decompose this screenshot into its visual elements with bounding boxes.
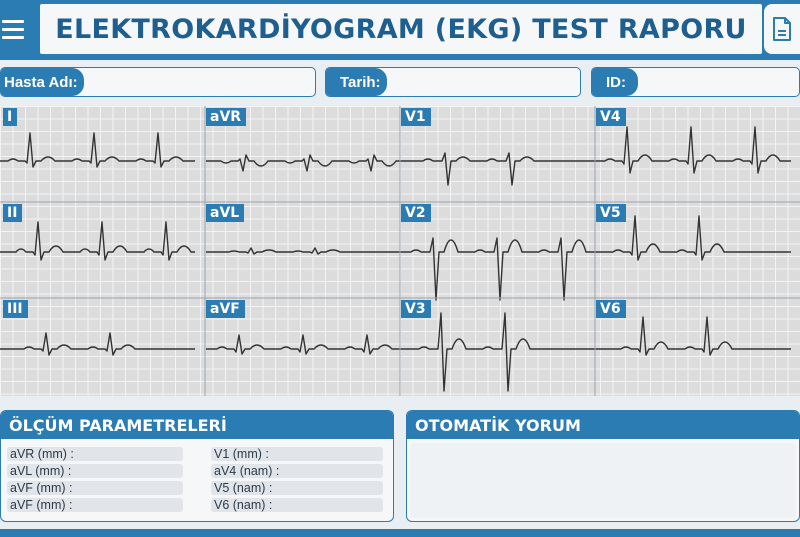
page-title: ELEKTROKARDİYOGRAM (EKG) TEST RAPORU — [55, 13, 747, 45]
lead-label-v6: V6 — [596, 300, 626, 318]
hamburger-menu-icon[interactable] — [0, 6, 30, 52]
measurement-row: aVR (mm) : — [7, 447, 183, 461]
measurement-row: V6 (nam) : — [211, 498, 383, 512]
measurement-row: aVF (mm) : — [7, 498, 183, 512]
date-label: Tarih: — [326, 68, 387, 96]
lead-label-v1: V1 — [401, 108, 431, 126]
document-icon[interactable] — [764, 4, 800, 54]
ecg-trace-iii — [0, 332, 195, 356]
id-field: ID: — [591, 67, 800, 97]
ecg-trace-avr — [206, 154, 401, 172]
lead-label-ii: II — [3, 204, 23, 222]
ecg-trace-v4 — [596, 126, 791, 174]
ecg-trace-v3 — [401, 312, 596, 392]
ecg-trace-v5 — [596, 215, 791, 261]
measurement-row: aV4 (nam) : — [211, 464, 383, 478]
ecg-trace-avf — [206, 334, 401, 355]
title-box — [40, 4, 762, 54]
interpretation-text — [410, 443, 796, 518]
lead-label-v3: V3 — [401, 300, 431, 318]
patient-name-label: Hasta Adı: — [1, 68, 84, 96]
id-input[interactable] — [638, 68, 799, 96]
measurements-panel: ÖLÇÜM PARAMETRELERİ aVR (mm) : aVL (mm) :… — [0, 410, 394, 522]
lead-label-avf: aVF — [206, 300, 245, 318]
id-label: ID: — [592, 68, 638, 96]
interpretation-panel: OTOMATİK YORUM — [406, 410, 800, 522]
lead-label-i: I — [3, 108, 18, 126]
ecg-trace-i — [0, 132, 195, 168]
footer-bar — [0, 529, 800, 537]
ecg-trace-v2 — [401, 237, 596, 301]
lead-label-iii: III — [3, 300, 28, 318]
lead-label-avr: aVR — [206, 108, 247, 126]
ecg-trace-avl — [206, 247, 401, 255]
measurement-row: aVF (mm) : — [7, 481, 183, 495]
ecg-trace-v6 — [596, 316, 791, 356]
measurement-row: V5 (nam) : — [211, 481, 383, 495]
measurement-row: V1 (mm) : — [211, 447, 383, 461]
ecg-trace-ii — [0, 221, 195, 261]
ecg-trace-v1 — [401, 152, 596, 186]
measurements-title: ÖLÇÜM PARAMETRELERİ — [1, 411, 393, 439]
lead-label-v2: V2 — [401, 204, 431, 222]
patient-name-field: Hasta Adı: — [0, 67, 316, 97]
lead-label-v5: V5 — [596, 204, 626, 222]
lead-label-avl: aVL — [206, 204, 245, 222]
date-input[interactable] — [386, 68, 580, 96]
interpretation-title: OTOMATİK YORUM — [407, 411, 799, 439]
ecg-traces — [0, 106, 800, 396]
patient-name-input[interactable] — [83, 68, 315, 96]
date-field: Tarih: — [325, 67, 581, 97]
lead-label-v4: V4 — [596, 108, 626, 126]
measurement-row: aVL (mm) : — [7, 464, 183, 478]
